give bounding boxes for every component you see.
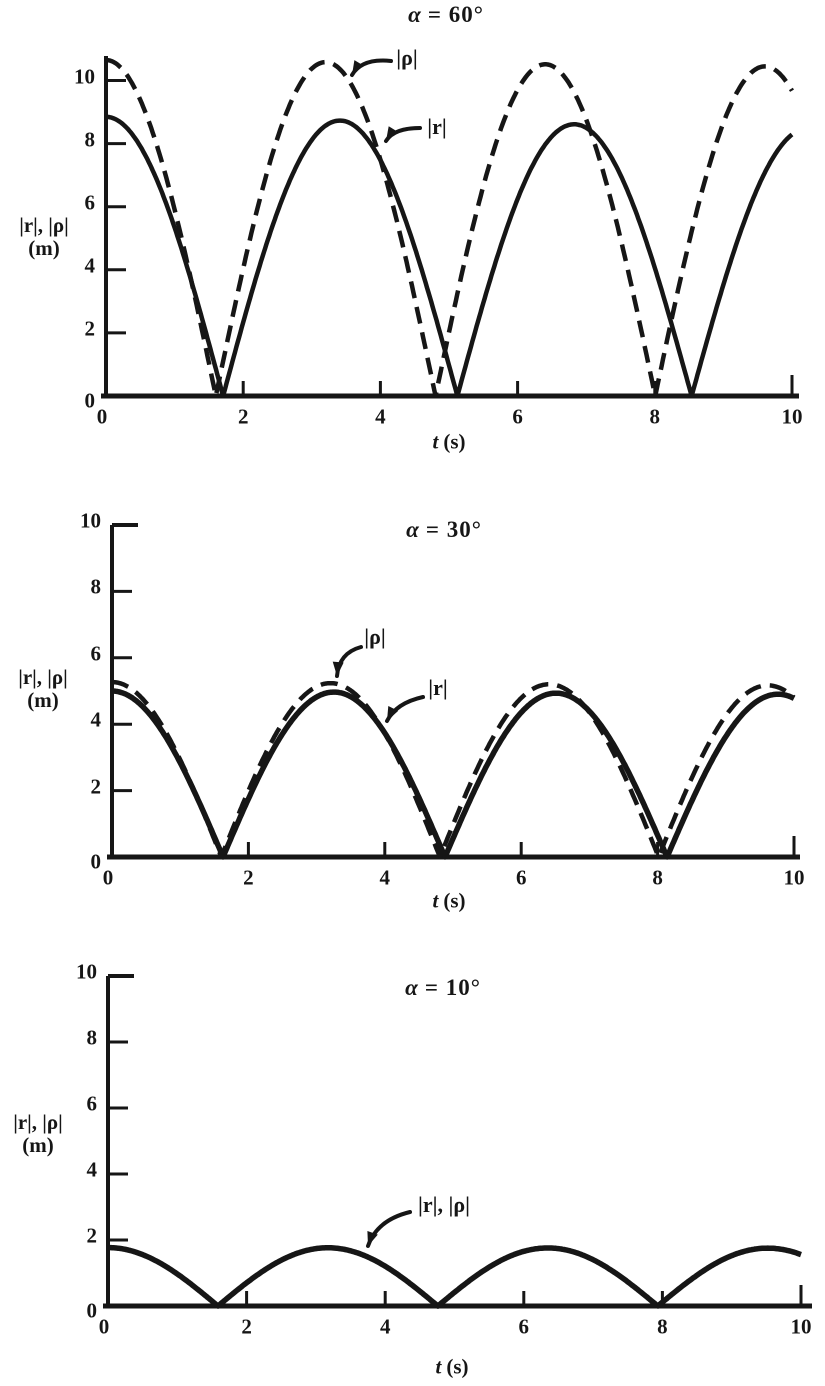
y-tick-label: 2 (84, 316, 96, 341)
x-tick-label: 10 (783, 865, 805, 890)
y-tick-label: 10 (80, 508, 101, 533)
x-axis-label: t (s) (432, 429, 466, 454)
series-curve-r (105, 114, 794, 399)
x-tick-label: 6 (518, 1314, 530, 1339)
x-tick-label: 0 (98, 1314, 110, 1339)
x-tick-label: 2 (241, 1314, 252, 1339)
series-label-r-rho: |r|, |ρ| (418, 1192, 470, 1217)
annotation-arrowhead (387, 706, 399, 721)
x-tick-label: 4 (379, 1314, 391, 1339)
y-tick-label: 0 (84, 388, 96, 413)
series-curve-rho (105, 57, 794, 399)
series-label-r: |r| (428, 675, 448, 700)
series-label-r: |r| (427, 114, 447, 139)
x-tick-label: 8 (649, 404, 661, 429)
annotation-arrowhead (332, 661, 344, 676)
annotation-arrowhead (352, 60, 364, 75)
y-tick-label: 4 (86, 1157, 98, 1182)
y-tick-label: 6 (86, 1091, 98, 1116)
y-tick-label: 8 (90, 574, 102, 599)
series-curve-rho (111, 679, 796, 860)
x-tick-label: 8 (652, 865, 663, 890)
x-tick-label: 2 (237, 404, 249, 429)
y-tick-label: 2 (90, 774, 102, 799)
y-tick-label: 2 (86, 1223, 98, 1248)
x-tick-label: 0 (96, 404, 108, 429)
alpha-symbol: α (408, 2, 421, 27)
y-tick-label: 8 (86, 1025, 98, 1050)
y-tick-label: 10 (76, 959, 97, 984)
x-tick-label: 4 (375, 404, 386, 429)
x-tick-label: 10 (781, 404, 803, 429)
annotation-arrowhead (386, 126, 398, 141)
y-tick-label: 6 (90, 641, 102, 666)
chart-title: α = 30° (406, 517, 482, 542)
annotation-arrowhead (367, 1231, 378, 1246)
y-tick-label: 0 (90, 849, 102, 874)
y-tick-label: 8 (84, 127, 96, 152)
y-tick-label: 10 (74, 64, 95, 88)
y-axis-label: |r|, |ρ| (m) (13, 1110, 63, 1157)
x-tick-label: 10 (790, 1314, 812, 1339)
x-tick-label: 6 (512, 404, 523, 429)
x-tick-label: 2 (243, 865, 254, 890)
x-tick-label: 0 (102, 865, 114, 890)
y-tick-label: 4 (90, 707, 102, 732)
y-axis-label: |r|, |ρ| (m) (19, 213, 69, 260)
chart-title: α = 60° (408, 2, 484, 27)
alpha-symbol: α (405, 975, 418, 1000)
series-label-rho: |ρ| (364, 624, 386, 649)
y-tick-label: 0 (86, 1298, 98, 1323)
y-tick-label: 6 (84, 190, 96, 215)
x-tick-label: 4 (379, 865, 391, 890)
chart-title: α = 10° (405, 975, 481, 1000)
y-tick-label: 4 (84, 253, 96, 278)
alpha-symbol: α (406, 517, 419, 542)
x-tick-label: 6 (515, 865, 527, 890)
series-curve-r (106, 1244, 803, 1309)
y-axis-label: |r|, |ρ| (m) (18, 665, 68, 712)
x-axis-label: t (s) (432, 888, 466, 913)
series-label-rho: |ρ| (396, 45, 418, 70)
x-axis-label: t (s) (435, 1354, 469, 1379)
x-tick-label: 8 (657, 1314, 668, 1339)
